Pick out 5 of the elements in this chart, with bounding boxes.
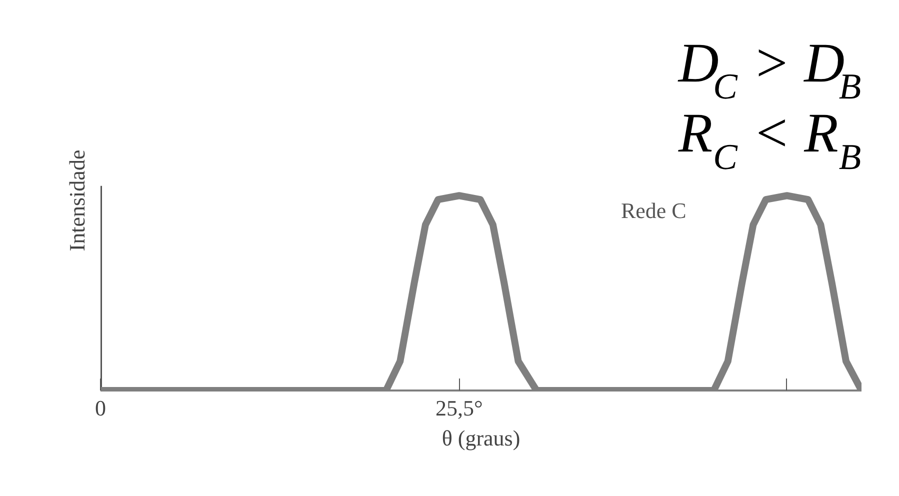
annotation: Rede C (620, 198, 686, 223)
y-axis-title: Intensidade (64, 150, 90, 252)
x-axis-title: θ (graus) (442, 426, 520, 450)
x-tick-label: 0 (95, 396, 106, 420)
x-tick-label: 25,5° (436, 396, 483, 420)
